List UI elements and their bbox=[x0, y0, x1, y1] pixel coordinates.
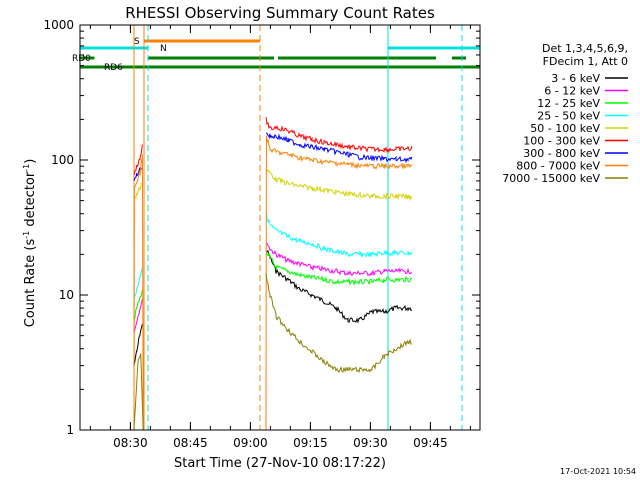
legend-label-25-50-kev: 25 - 50 keV bbox=[537, 110, 600, 123]
flag-label-rd6: RD6 bbox=[104, 63, 123, 73]
series-line-25-50-kev bbox=[133, 267, 143, 300]
flag-lines: RD0 RD6 N S bbox=[72, 37, 480, 73]
legend-header-line-1: Det 1,3,4,5,6,9, bbox=[542, 42, 628, 55]
series-line-12-25-kev bbox=[133, 289, 143, 321]
series-line-800-7000-kev bbox=[265, 135, 413, 431]
chart-title: RHESSI Observing Summary Count Rates bbox=[125, 4, 435, 22]
x-tick-label: 08:45 bbox=[173, 436, 208, 450]
x-axis-label: Start Time (27-Nov-10 08:17:22) bbox=[174, 456, 386, 471]
flag-label-n: N bbox=[160, 44, 167, 54]
flag-label-s: S bbox=[134, 37, 140, 47]
legend-label-800-7000-kev: 800 - 7000 keV bbox=[516, 160, 600, 173]
y-tick-label: 1000 bbox=[43, 18, 74, 32]
y-tick-label: 1 bbox=[66, 423, 74, 437]
series-line-100-300-kev bbox=[133, 144, 143, 176]
footer-timestamp: 17-Oct-2021 10:54 bbox=[560, 467, 636, 476]
y-tick-label: 100 bbox=[51, 153, 74, 167]
flag-label-rd0: RD0 bbox=[72, 54, 91, 64]
y-tick-label: 10 bbox=[59, 288, 74, 302]
legend-label-12-25-kev: 12 - 25 keV bbox=[537, 97, 600, 110]
series-line-3-6-kev bbox=[265, 249, 413, 324]
legend-label-3-6-kev: 3 - 6 keV bbox=[551, 72, 600, 85]
x-tick-label: 09:15 bbox=[293, 436, 328, 450]
series-lines bbox=[133, 116, 413, 431]
series-line-3-6-kev bbox=[133, 323, 143, 366]
series-line-800-7000-kev bbox=[133, 154, 144, 431]
legend-header-line-2: FDecim 1, Att 0 bbox=[543, 55, 628, 68]
series-line-300-800-kev bbox=[265, 132, 413, 164]
legend-label-100-300-kev: 100 - 300 keV bbox=[523, 135, 600, 148]
series-line-25-50-kev bbox=[265, 211, 413, 259]
series-line-6-12-kev bbox=[265, 242, 413, 277]
series-line-7000-15000-kev bbox=[133, 353, 144, 431]
x-tick-label: 09:30 bbox=[353, 436, 388, 450]
legend-label-6-12-kev: 6 - 12 keV bbox=[544, 85, 600, 98]
x-tick-label: 09:45 bbox=[413, 436, 448, 450]
axes: 1 10 100 1000 08:30 08:45 09:00 09:15 09:30 09:45 bbox=[43, 18, 481, 450]
y-axis-label: Count Rate (s-1 detector-1) bbox=[22, 159, 38, 328]
x-tick-label: 08:30 bbox=[113, 436, 148, 450]
series-line-7000-15000-kev bbox=[265, 272, 413, 373]
plot-frame bbox=[79, 24, 481, 431]
x-tick-label: 09:00 bbox=[233, 436, 268, 450]
series-line-12-25-kev bbox=[265, 249, 413, 287]
series-line-50-100-kev bbox=[133, 182, 143, 202]
series-line-6-12-kev bbox=[133, 298, 143, 334]
legend-label-300-800-kev: 300 - 800 keV bbox=[523, 147, 600, 160]
legend-label-50-100-kev: 50 - 100 keV bbox=[530, 122, 600, 135]
series-line-100-300-kev bbox=[265, 116, 413, 154]
series-line-50-100-kev bbox=[265, 168, 413, 202]
legend-label-7000-15000-kev: 7000 - 15000 keV bbox=[502, 172, 600, 185]
